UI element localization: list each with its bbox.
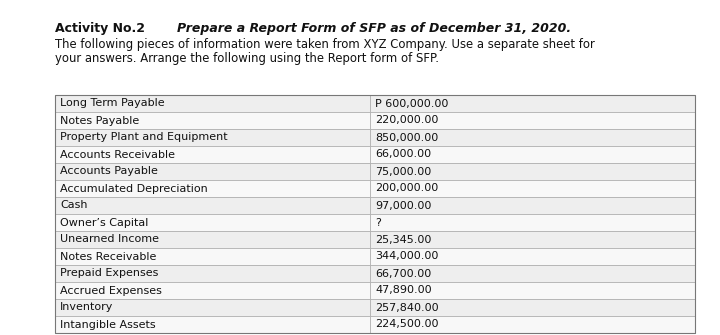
Text: 75,000.00: 75,000.00: [375, 166, 431, 177]
Bar: [370, 197, 695, 214]
Text: 344,000.00: 344,000.00: [375, 252, 438, 262]
Bar: [370, 214, 695, 231]
Text: ?: ?: [375, 217, 381, 227]
Bar: [55, 129, 370, 146]
Text: Prepare a Report Form of SFP as of December 31, 2020.: Prepare a Report Form of SFP as of Decem…: [177, 22, 571, 35]
Bar: [370, 112, 695, 129]
Bar: [55, 214, 370, 231]
Text: Notes Receivable: Notes Receivable: [60, 252, 156, 262]
Bar: [370, 265, 695, 282]
Text: Accrued Expenses: Accrued Expenses: [60, 285, 162, 295]
Bar: [55, 299, 370, 316]
Bar: [55, 146, 370, 163]
Text: Accumulated Depreciation: Accumulated Depreciation: [60, 184, 208, 194]
Text: Activity No.2: Activity No.2: [55, 22, 149, 35]
Text: 47,890.00: 47,890.00: [375, 285, 431, 295]
Text: Long Term Payable: Long Term Payable: [60, 98, 165, 109]
Bar: [55, 231, 370, 248]
Bar: [370, 316, 695, 333]
Text: Intangible Assets: Intangible Assets: [60, 320, 156, 330]
Text: Inventory: Inventory: [60, 303, 113, 313]
Text: 66,700.00: 66,700.00: [375, 268, 431, 278]
Text: Accounts Payable: Accounts Payable: [60, 166, 158, 177]
Text: 850,000.00: 850,000.00: [375, 133, 438, 142]
Bar: [55, 316, 370, 333]
Bar: [370, 299, 695, 316]
Bar: [55, 265, 370, 282]
Bar: [370, 282, 695, 299]
Text: 25,345.00: 25,345.00: [375, 234, 431, 245]
Bar: [55, 180, 370, 197]
Text: Cash: Cash: [60, 201, 88, 210]
Bar: [55, 197, 370, 214]
Text: Prepaid Expenses: Prepaid Expenses: [60, 268, 158, 278]
Bar: [370, 129, 695, 146]
Text: your answers. Arrange the following using the Report form of SFP.: your answers. Arrange the following usin…: [55, 52, 439, 65]
Text: Unearned Income: Unearned Income: [60, 234, 159, 245]
Bar: [370, 248, 695, 265]
Text: 97,000.00: 97,000.00: [375, 201, 431, 210]
Bar: [370, 146, 695, 163]
Bar: [55, 95, 695, 333]
Bar: [370, 231, 695, 248]
Bar: [370, 180, 695, 197]
Bar: [55, 112, 370, 129]
Text: 66,000.00: 66,000.00: [375, 149, 431, 159]
Text: Accounts Receivable: Accounts Receivable: [60, 149, 175, 159]
Text: 200,000.00: 200,000.00: [375, 184, 438, 194]
Text: Property Plant and Equipment: Property Plant and Equipment: [60, 133, 228, 142]
Text: Notes Payable: Notes Payable: [60, 116, 139, 126]
Text: P 600,000.00: P 600,000.00: [375, 98, 449, 109]
Text: The following pieces of information were taken from XYZ Company. Use a separate : The following pieces of information were…: [55, 38, 595, 51]
Text: 224,500.00: 224,500.00: [375, 320, 438, 330]
Bar: [55, 95, 370, 112]
Bar: [370, 163, 695, 180]
Bar: [55, 248, 370, 265]
Text: 220,000.00: 220,000.00: [375, 116, 438, 126]
Text: Owner’s Capital: Owner’s Capital: [60, 217, 148, 227]
Text: 257,840.00: 257,840.00: [375, 303, 438, 313]
Bar: [55, 282, 370, 299]
Bar: [370, 95, 695, 112]
Bar: [55, 163, 370, 180]
